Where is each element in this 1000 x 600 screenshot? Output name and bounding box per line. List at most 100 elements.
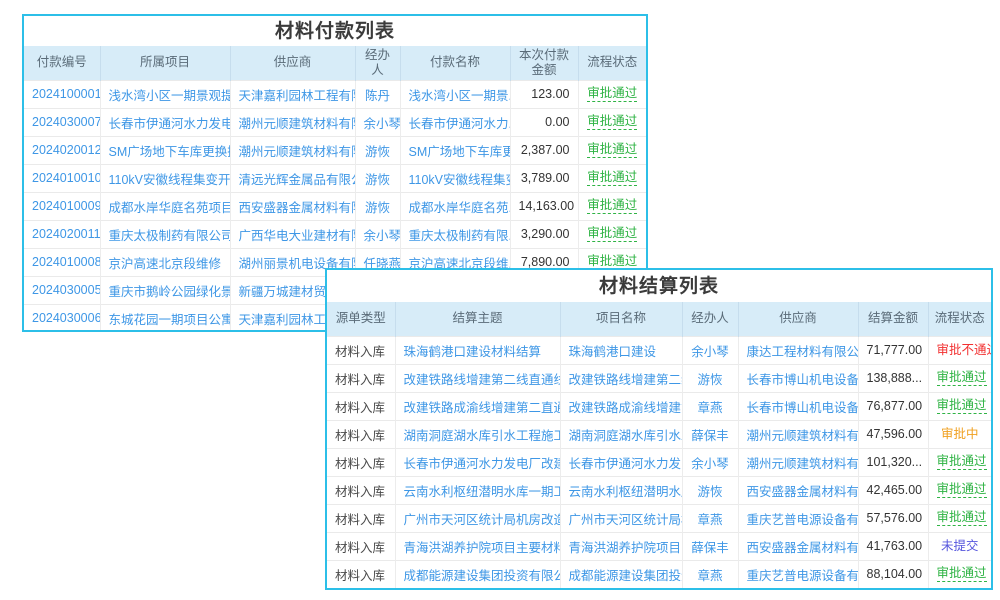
cell-handler[interactable]: 余小琴 xyxy=(355,219,401,248)
cell-supplier[interactable]: 潮州元顺建筑材料有限... xyxy=(230,107,356,136)
cell-supplier[interactable]: 康达工程材料有限公司 xyxy=(738,335,859,364)
cell-payment-name[interactable]: 成都水岸华庭名苑... xyxy=(400,191,511,220)
status-badge[interactable]: 审批中 xyxy=(940,426,979,441)
cell-handler[interactable]: 游恢 xyxy=(355,163,401,192)
cell-project-name[interactable]: 青海洪湖养护院项目 xyxy=(560,531,683,560)
cell-settle-subject[interactable]: 长春市伊通河水力发电厂改建工程... xyxy=(395,447,561,476)
cell-supplier[interactable]: 重庆艺普电源设备有... xyxy=(738,503,859,532)
cell-payment-name[interactable]: 重庆太极制药有限... xyxy=(400,219,511,248)
cell-settle-subject[interactable]: 湖南洞庭湖水库引水工程施工I标材... xyxy=(395,419,561,448)
cell-payment-no[interactable]: 2024010009 xyxy=(24,191,101,220)
cell-project[interactable]: 重庆市鹅岭公园绿化景... xyxy=(100,275,231,304)
cell-settle-amount: 57,576.00 xyxy=(858,503,929,532)
status-badge[interactable]: 审批通过 xyxy=(936,566,987,583)
cell-handler[interactable]: 游恢 xyxy=(682,363,739,392)
status-badge[interactable]: 审批通过 xyxy=(587,226,638,242)
cell-supplier[interactable]: 清远光辉金属品有限公司 xyxy=(230,163,356,192)
cell-settle-amount: 138,888... xyxy=(858,363,929,392)
cell-payment-name[interactable]: 110kV安徽线程集变... xyxy=(400,163,511,192)
cell-payment-no[interactable]: 2024030005 xyxy=(24,275,101,304)
cell-handler[interactable]: 游恢 xyxy=(355,191,401,220)
cell-supplier[interactable]: 西安盛器金属材料有限... xyxy=(230,191,356,220)
cell-settle-subject[interactable]: 珠海鹤港口建设材料结算 xyxy=(395,335,561,364)
status-badge[interactable]: 审批通过 xyxy=(587,198,638,214)
table-row: 材料入库广州市天河区统计局机房改造项目...广州市天河区统计局机房...章燕重庆… xyxy=(327,503,991,532)
cell-project-name[interactable]: 长春市伊通河水力发电厂... xyxy=(560,447,683,476)
cell-project[interactable]: 110kV安徽线程集变开断... xyxy=(100,163,231,192)
cell-handler[interactable]: 游恢 xyxy=(682,475,739,504)
status-badge[interactable]: 审批不通过 xyxy=(936,342,992,357)
cell-project[interactable]: 东城花园一期项目公寓... xyxy=(100,303,231,330)
cell-payment-name[interactable]: SM广场地下车库更... xyxy=(400,135,511,164)
cell-supplier[interactable]: 湖州丽景机电设备有限... xyxy=(230,247,356,276)
cell-payment-no[interactable]: 2024030006 xyxy=(24,303,101,330)
cell-supplier[interactable]: 长春市博山机电设备... xyxy=(738,363,859,392)
cell-handler[interactable]: 余小琴 xyxy=(682,335,739,364)
cell-handler[interactable]: 余小琴 xyxy=(682,447,739,476)
cell-payment-no[interactable]: 2024010008 xyxy=(24,247,101,276)
status-badge[interactable]: 审批通过 xyxy=(936,370,987,386)
cell-payment-no[interactable]: 2024010010 xyxy=(24,163,101,192)
cell-project[interactable]: SM广场地下车库更换摄... xyxy=(100,135,231,164)
cell-supplier[interactable]: 天津嘉利园林工程有限... xyxy=(230,79,356,108)
cell-project-name[interactable]: 改建铁路线增建第二线直... xyxy=(560,363,683,392)
status-badge[interactable]: 审批通过 xyxy=(587,170,638,186)
column-header-project-name: 项目名称 xyxy=(560,302,683,336)
cell-source-type: 材料入库 xyxy=(327,391,396,420)
cell-payment-name[interactable]: 浅水湾小区一期景... xyxy=(400,79,511,108)
status-badge[interactable]: 审批通过 xyxy=(587,86,638,102)
status-badge[interactable]: 审批通过 xyxy=(936,454,987,470)
cell-supplier[interactable]: 潮州元顺建筑材料有... xyxy=(738,447,859,476)
cell-status: 审批通过 xyxy=(928,559,991,588)
status-badge[interactable]: 审批通过 xyxy=(587,142,638,158)
cell-handler[interactable]: 余小琴 xyxy=(355,107,401,136)
cell-payment-name[interactable]: 长春市伊通河水力... xyxy=(400,107,511,136)
cell-handler[interactable]: 游恢 xyxy=(355,135,401,164)
cell-handler[interactable]: 章燕 xyxy=(682,503,739,532)
cell-supplier[interactable]: 广西华电大业建材有限... xyxy=(230,219,356,248)
status-badge[interactable]: 审批通过 xyxy=(587,114,638,130)
status-badge[interactable]: 审批通过 xyxy=(936,482,987,498)
cell-amount: 2,387.00 xyxy=(510,135,579,164)
cell-handler[interactable]: 薛保丰 xyxy=(682,531,739,560)
cell-handler[interactable]: 陈丹 xyxy=(355,79,401,108)
cell-settle-subject[interactable]: 改建铁路线增建第二线直通线（成... xyxy=(395,363,561,392)
cell-project-name[interactable]: 广州市天河区统计局机房... xyxy=(560,503,683,532)
cell-supplier[interactable]: 重庆艺普电源设备有... xyxy=(738,559,859,588)
cell-supplier[interactable]: 西安盛器金属材料有... xyxy=(738,531,859,560)
status-badge[interactable]: 审批通过 xyxy=(936,398,987,414)
cell-settle-subject[interactable]: 云南水利枢纽潜明水库一期工程施... xyxy=(395,475,561,504)
cell-settle-amount: 47,596.00 xyxy=(858,419,929,448)
cell-status: 未提交 xyxy=(928,531,991,560)
cell-project-name[interactable]: 成都能源建设集团投资有... xyxy=(560,559,683,588)
cell-settle-subject[interactable]: 广州市天河区统计局机房改造项目... xyxy=(395,503,561,532)
cell-supplier[interactable]: 潮州元顺建筑材料有限... xyxy=(230,135,356,164)
cell-project[interactable]: 成都水岸华庭名苑项目... xyxy=(100,191,231,220)
cell-project-name[interactable]: 湖南洞庭湖水库引水工程... xyxy=(560,419,683,448)
cell-payment-no[interactable]: 2024020011 xyxy=(24,219,101,248)
status-badge[interactable]: 审批通过 xyxy=(936,510,987,526)
cell-handler[interactable]: 薛保丰 xyxy=(682,419,739,448)
cell-settle-subject[interactable]: 改建铁路成渝线增建第二直通线（... xyxy=(395,391,561,420)
cell-supplier[interactable]: 潮州元顺建筑材料有... xyxy=(738,419,859,448)
cell-settle-subject[interactable]: 成都能源建设集团投资有限公司临... xyxy=(395,559,561,588)
cell-settle-amount: 101,320... xyxy=(858,447,929,476)
status-badge[interactable]: 未提交 xyxy=(940,538,979,553)
table-row: 2024010010110kV安徽线程集变开断...清远光辉金属品有限公司游恢1… xyxy=(24,163,646,192)
cell-project-name[interactable]: 改建铁路成渝线增建第二... xyxy=(560,391,683,420)
cell-handler[interactable]: 章燕 xyxy=(682,391,739,420)
cell-project-name[interactable]: 云南水利枢纽潜明水库一... xyxy=(560,475,683,504)
cell-project-name[interactable]: 珠海鹤港口建设 xyxy=(560,335,683,364)
cell-handler[interactable]: 章燕 xyxy=(682,559,739,588)
cell-project[interactable]: 浅水湾小区一期景观提... xyxy=(100,79,231,108)
cell-project[interactable]: 京沪高速北京段维修 xyxy=(100,247,231,276)
cell-settle-subject[interactable]: 青海洪湖养护院项目主要材料结算 xyxy=(395,531,561,560)
column-header-payment-name: 付款名称 xyxy=(400,46,511,80)
cell-project[interactable]: 长春市伊通河水力发电... xyxy=(100,107,231,136)
cell-payment-no[interactable]: 2024100001 xyxy=(24,79,101,108)
cell-project[interactable]: 重庆太极制药有限公司... xyxy=(100,219,231,248)
cell-payment-no[interactable]: 2024020012 xyxy=(24,135,101,164)
cell-payment-no[interactable]: 2024030007 xyxy=(24,107,101,136)
cell-supplier[interactable]: 西安盛器金属材料有... xyxy=(738,475,859,504)
cell-supplier[interactable]: 长春市博山机电设备... xyxy=(738,391,859,420)
